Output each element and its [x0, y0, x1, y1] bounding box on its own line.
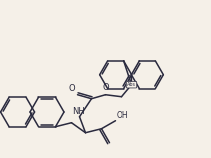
Text: O: O [102, 83, 109, 92]
Text: OH: OH [116, 111, 128, 120]
Text: O: O [69, 84, 76, 93]
Text: NH: NH [72, 107, 85, 116]
Text: Abs: Abs [127, 82, 136, 87]
